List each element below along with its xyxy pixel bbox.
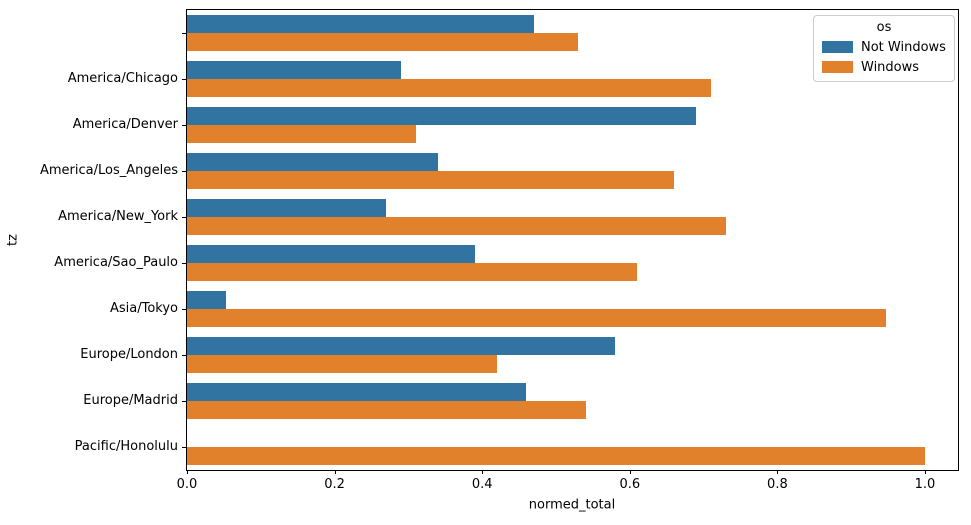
x-tick-mark	[629, 470, 631, 474]
legend-entry: Not Windows	[822, 37, 946, 57]
bar-windows	[187, 401, 586, 420]
x-tick-mark	[777, 470, 779, 474]
bar-not-windows	[187, 14, 534, 33]
bar-not-windows	[187, 106, 697, 125]
legend-entry: Windows	[822, 57, 946, 77]
y-tick-label: America/Denver	[72, 117, 178, 132]
x-tick-mark	[482, 470, 484, 474]
y-tick-label: America/New_York	[58, 209, 178, 224]
x-tick-label: 0.8	[767, 477, 788, 492]
x-tick-label: 0.2	[324, 477, 345, 492]
bar-windows	[187, 125, 416, 144]
legend-entries: Not Windows Windows	[822, 37, 946, 77]
x-tick-label: 0.6	[619, 477, 641, 492]
y-tick-mark	[182, 355, 186, 356]
bar-windows	[187, 217, 726, 236]
bar-not-windows	[187, 198, 387, 217]
y-tick-mark	[182, 447, 186, 448]
x-tick-label: 1.0	[914, 477, 936, 492]
plot-area	[186, 9, 959, 471]
y-tick-mark	[182, 217, 186, 218]
x-tick-mark	[334, 470, 336, 474]
legend: os Not Windows Windows	[813, 15, 955, 82]
bar-not-windows	[187, 60, 402, 79]
y-tick-label: Europe/London	[80, 347, 178, 362]
y-tick-label: America/Los_Angeles	[39, 163, 178, 178]
bar-not-windows	[187, 336, 616, 355]
x-axis-label: normed_total	[528, 497, 616, 513]
bar-not-windows	[187, 152, 438, 171]
y-tick-label: Asia/Tokyo	[109, 301, 178, 316]
y-tick-label: Pacific/Honolulu	[74, 439, 178, 454]
bar-not-windows	[187, 382, 527, 401]
y-tick-label: Europe/Madrid	[83, 393, 178, 408]
bar-windows	[187, 447, 925, 466]
bar-windows	[187, 309, 886, 328]
bar-not-windows	[187, 244, 475, 263]
bar-windows	[187, 263, 638, 282]
legend-entry-label: Windows	[861, 59, 920, 75]
bar-not-windows	[187, 290, 227, 309]
legend-swatch	[822, 41, 853, 53]
x-tick-mark	[187, 470, 188, 474]
y-tick-mark	[182, 33, 186, 34]
y-tick-label: America/Sao_Paulo	[54, 255, 178, 270]
x-tick-label: 0.0	[176, 477, 198, 492]
y-tick-mark	[182, 125, 186, 126]
bar-windows	[187, 171, 675, 190]
bar-windows	[187, 79, 711, 98]
legend-entry-label: Not Windows	[861, 39, 946, 55]
y-tick-mark	[182, 171, 186, 172]
x-tick-mark	[925, 470, 926, 474]
y-tick-mark	[182, 309, 186, 310]
y-tick-mark	[182, 401, 186, 402]
bar-windows	[187, 355, 497, 374]
legend-title: os	[876, 20, 892, 35]
y-tick-mark	[182, 263, 186, 264]
y-tick-mark	[182, 79, 186, 80]
legend-swatch	[822, 61, 853, 73]
y-axis-label: tz	[5, 234, 21, 246]
y-tick-label: America/Chicago	[67, 71, 178, 86]
bar-windows	[187, 33, 579, 52]
x-tick-label: 0.4	[471, 477, 493, 492]
